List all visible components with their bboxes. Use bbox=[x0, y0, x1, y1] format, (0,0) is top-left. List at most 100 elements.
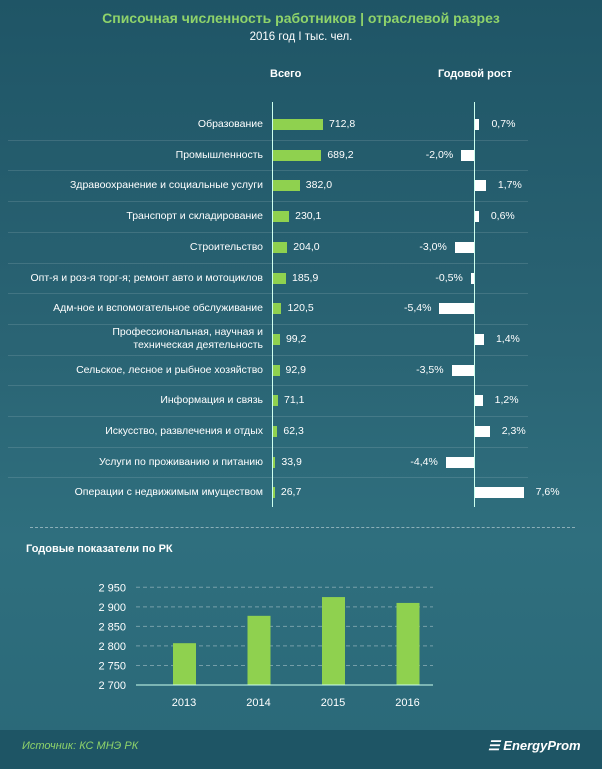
category-label: Строительство bbox=[189, 240, 263, 253]
total-bar bbox=[273, 149, 322, 161]
category-label: Опт-я и роз-я торг-я; ремонт авто и мото… bbox=[30, 271, 263, 284]
total-value: 230,1 bbox=[295, 210, 322, 223]
y-tick-label: 2 800 bbox=[98, 641, 126, 653]
category-label: Профессиональная, научная и техническая … bbox=[112, 325, 263, 351]
total-value: 204,0 bbox=[293, 240, 320, 253]
growth-bar bbox=[470, 272, 474, 284]
growth-bar bbox=[475, 426, 490, 437]
total-bar bbox=[273, 180, 300, 192]
row-separator bbox=[8, 385, 528, 387]
annual-bar bbox=[322, 597, 345, 685]
growth-axis bbox=[474, 102, 475, 507]
total-value: 689,2 bbox=[327, 148, 354, 161]
logo-text: EnergyProm bbox=[503, 738, 581, 753]
category-label: Информация и связь bbox=[160, 394, 263, 407]
row-separator bbox=[8, 416, 528, 417]
total-bar bbox=[273, 303, 282, 315]
growth-value: 1,4% bbox=[495, 332, 520, 345]
total-value: 382,0 bbox=[305, 179, 333, 192]
total-value: 185,9 bbox=[292, 271, 319, 284]
y-tick-label: 2 850 bbox=[98, 621, 126, 633]
footer bbox=[0, 730, 602, 769]
y-tick-label: 2 950 bbox=[98, 582, 126, 594]
growth-value: -3,5% bbox=[416, 363, 444, 376]
growth-value: 1,2% bbox=[494, 394, 519, 407]
row-separator bbox=[8, 262, 528, 264]
row-separator bbox=[8, 170, 528, 172]
growth-bar bbox=[475, 211, 479, 223]
total-bar bbox=[273, 426, 278, 437]
growth-value: 1,7% bbox=[497, 179, 522, 192]
total-bar bbox=[273, 211, 290, 223]
growth-bar bbox=[475, 119, 480, 130]
annual-bar bbox=[396, 602, 420, 685]
growth-bar bbox=[461, 149, 474, 161]
row-separator bbox=[8, 477, 528, 479]
y-tick-label: 2 900 bbox=[98, 602, 126, 614]
source-note: Источник: КС МНЭ РК bbox=[22, 740, 139, 752]
category-label: Здравоохранение и социальные услуги bbox=[69, 179, 263, 192]
growth-bar bbox=[445, 456, 474, 468]
total-bar bbox=[273, 364, 280, 376]
growth-value: 7,6% bbox=[535, 486, 560, 499]
row-separator bbox=[8, 201, 528, 203]
total-bar bbox=[273, 456, 276, 468]
x-tick-label: 2014 bbox=[246, 697, 270, 709]
total-value: 26,7 bbox=[280, 486, 302, 499]
y-tick-label: 2 750 bbox=[98, 660, 126, 672]
total-bar bbox=[273, 487, 275, 499]
row-separator bbox=[8, 446, 528, 448]
total-axis bbox=[272, 102, 273, 507]
growth-value: 0,6% bbox=[490, 210, 515, 223]
growth-value: -5,4% bbox=[404, 302, 432, 315]
total-bar bbox=[273, 272, 287, 284]
growth-value: 2,3% bbox=[501, 425, 526, 437]
header-growth: Годовой рост bbox=[438, 68, 512, 80]
y-tick-label: 2 700 bbox=[98, 680, 126, 692]
category-label: Образование bbox=[197, 118, 263, 130]
annual-chart: 2 700 2 750 2 800 2 850 2 900 2 950 2013 2014 20… bbox=[98, 582, 433, 709]
x-tick-label: 2015 bbox=[321, 697, 345, 709]
total-bar bbox=[273, 395, 278, 407]
growth-bar bbox=[475, 395, 483, 407]
total-bar bbox=[273, 241, 288, 253]
divider bbox=[30, 527, 575, 528]
growth-value: -4,4% bbox=[410, 455, 438, 468]
total-value: 99,2 bbox=[285, 332, 307, 345]
total-value: 33,9 bbox=[281, 455, 302, 468]
category-label: Адм-ное и вспомогательное обслуживание bbox=[53, 302, 263, 315]
chart-subtitle: 2016 год I тыс. чел. bbox=[249, 31, 353, 43]
growth-bar bbox=[454, 241, 474, 253]
total-value: 92,9 bbox=[285, 363, 306, 376]
row-separator bbox=[8, 354, 528, 356]
category-label: Операции с недвижимым имуществом bbox=[74, 486, 263, 499]
growth-bar bbox=[475, 180, 486, 192]
energyprom-logo: ☰ EnergyProm bbox=[488, 738, 581, 754]
header-total: Всего bbox=[270, 68, 302, 80]
total-value: 120,5 bbox=[287, 302, 314, 315]
category-label: Искусство, развлечения и отдых bbox=[105, 425, 263, 437]
category-label: Сельское, лесное и рыбное хозяйство bbox=[76, 363, 263, 376]
growth-bar bbox=[439, 303, 474, 315]
chart-title: Списочная численность работников | отрас… bbox=[102, 10, 500, 26]
x-tick-label: 2016 bbox=[395, 697, 419, 709]
total-value: 712,8 bbox=[329, 118, 356, 130]
total-bar bbox=[273, 333, 280, 345]
category-label: Услуги по проживанию и питанию bbox=[99, 455, 263, 468]
row-separator bbox=[8, 231, 528, 233]
growth-value: -3,0% bbox=[419, 240, 447, 253]
row-separator bbox=[8, 293, 528, 295]
growth-bar bbox=[451, 364, 474, 376]
annual-bar bbox=[247, 615, 271, 685]
category-label: Транспорт и складирование bbox=[126, 210, 263, 223]
annual-bar bbox=[173, 643, 196, 685]
logo-icon: ☰ bbox=[488, 738, 504, 753]
growth-bar bbox=[475, 487, 524, 499]
total-value: 71,1 bbox=[283, 394, 305, 407]
growth-value: -0,5% bbox=[435, 271, 463, 284]
growth-value: 0,7% bbox=[491, 118, 516, 130]
total-bar bbox=[273, 119, 323, 130]
total-value: 62,3 bbox=[283, 425, 304, 437]
row-separator bbox=[8, 139, 528, 141]
category-label: Промышленность bbox=[175, 148, 263, 161]
